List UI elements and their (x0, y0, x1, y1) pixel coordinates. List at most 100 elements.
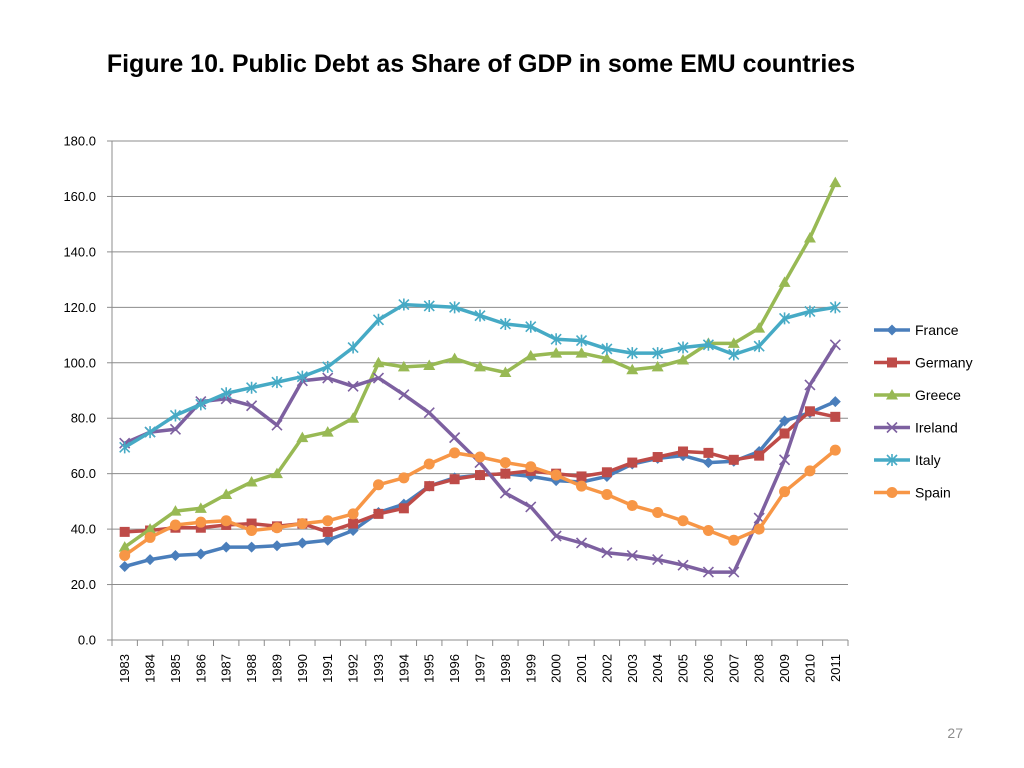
data-point-spain (525, 461, 537, 473)
x-tick-label: 1988 (244, 654, 259, 683)
data-point-ireland (550, 530, 562, 542)
data-point-italy (652, 347, 664, 360)
marker-shape (424, 481, 435, 492)
marker-shape (246, 524, 258, 536)
data-point-germany (576, 471, 587, 482)
marker-shape (677, 341, 689, 354)
marker-shape (246, 541, 258, 553)
x-tick-label: 1999 (523, 654, 538, 683)
marker-shape (652, 554, 664, 566)
marker-shape (398, 503, 409, 514)
marker-shape (651, 360, 664, 372)
data-point-greece (524, 349, 537, 361)
data-point-germany (195, 522, 206, 533)
marker-shape (372, 313, 385, 326)
marker-shape (524, 349, 537, 361)
x-tick-label: 1995 (422, 654, 437, 683)
data-point-greece (347, 412, 360, 423)
marker-shape (626, 347, 638, 360)
marker-shape (195, 522, 206, 533)
marker-shape (576, 471, 587, 482)
marker-shape (296, 518, 308, 530)
x-tick-label: 1992 (346, 654, 361, 683)
marker-shape (600, 352, 613, 364)
data-point-germany (804, 406, 815, 417)
marker-shape (500, 468, 511, 479)
y-axis-tick-labels: 0.0 20.0 40.0 60.0 80.0 100.0 120.0 140.0 160.0 1… (63, 134, 96, 648)
y-tick-label: 80.0 (71, 411, 96, 426)
data-point-france (779, 415, 791, 427)
data-point-france (296, 537, 308, 549)
x-tick-label: 1986 (193, 654, 208, 683)
marker-shape (830, 411, 841, 422)
marker-shape (702, 566, 714, 578)
marker-shape (220, 515, 232, 527)
data-point-spain (576, 480, 588, 492)
y-tick-label: 0.0 (78, 633, 96, 648)
y-tick-label: 40.0 (71, 522, 96, 537)
data-point-italy (626, 347, 638, 360)
x-tick-label: 2007 (726, 654, 741, 683)
marker-shape (601, 547, 613, 559)
data-point-ireland (246, 400, 258, 412)
marker-shape (398, 389, 410, 401)
marker-shape (550, 469, 562, 481)
data-point-greece (397, 360, 410, 372)
data-point-spain (829, 444, 841, 456)
series-greece (118, 176, 842, 552)
data-point-spain (246, 524, 258, 536)
marker-shape (144, 523, 157, 534)
legend-item-spain: Spain (874, 485, 951, 501)
legend: France Germany Greece Ireland Italy Spain (874, 322, 973, 501)
marker-shape (423, 359, 436, 371)
marker-shape (550, 530, 562, 542)
x-tick-label: 2004 (650, 654, 665, 683)
marker-shape (886, 487, 898, 498)
data-point-italy (804, 305, 816, 318)
marker-shape (525, 501, 537, 513)
marker-shape (677, 354, 690, 365)
marker-shape (423, 407, 435, 419)
data-point-greece (803, 232, 816, 243)
marker-shape (550, 333, 562, 346)
legend-label-spain: Spain (915, 485, 951, 501)
data-point-italy (753, 340, 765, 353)
series-lines (118, 176, 842, 578)
data-point-ireland (652, 554, 664, 566)
marker-shape (245, 475, 258, 487)
x-tick-label: 1994 (396, 654, 411, 683)
data-point-ireland (271, 419, 283, 431)
marker-shape (423, 458, 435, 470)
marker-shape (296, 370, 308, 383)
marker-shape (804, 406, 815, 417)
marker-shape (398, 298, 410, 311)
data-point-greece (270, 467, 283, 479)
marker-shape (144, 531, 156, 543)
legend-item-greece: Greece (874, 387, 961, 403)
marker-shape (753, 523, 765, 535)
data-point-greece (220, 488, 233, 499)
data-point-italy (271, 376, 283, 389)
y-tick-label: 180.0 (63, 134, 96, 149)
marker-shape (803, 232, 816, 243)
data-point-italy (677, 341, 689, 354)
marker-shape (829, 301, 841, 314)
x-tick-label: 2008 (752, 654, 767, 683)
y-tick-label: 100.0 (63, 355, 96, 370)
data-point-ireland (449, 432, 461, 444)
marker-shape (220, 541, 232, 553)
data-point-italy (423, 299, 435, 312)
data-point-spain (220, 515, 232, 527)
data-point-germany (322, 526, 333, 537)
data-point-france (702, 457, 714, 469)
chart-title: Figure 10. Public Debt as Share of GDP i… (106, 50, 856, 78)
data-point-greece (245, 475, 258, 487)
data-point-germany (500, 468, 511, 479)
marker-shape (778, 312, 791, 325)
marker-shape (194, 502, 207, 513)
data-point-italy (398, 298, 410, 311)
x-tick-label: 1997 (473, 654, 488, 683)
marker-shape (702, 338, 714, 351)
series-spain (119, 444, 841, 561)
series-france (119, 396, 841, 573)
